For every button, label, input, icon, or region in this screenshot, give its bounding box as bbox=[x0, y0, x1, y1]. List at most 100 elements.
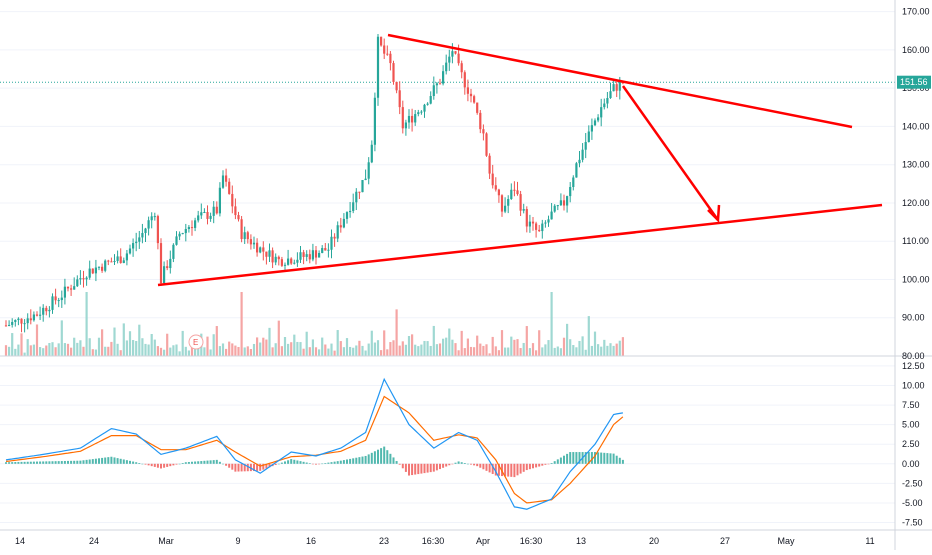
candle-body bbox=[57, 300, 60, 302]
volume-bar bbox=[584, 349, 587, 356]
macd-histogram-bar bbox=[194, 461, 197, 464]
macd-histogram-bar bbox=[367, 454, 370, 464]
candle-body bbox=[327, 249, 330, 251]
candle-body bbox=[104, 260, 107, 271]
lower-trendline bbox=[157, 203, 883, 287]
volume-bar bbox=[435, 344, 438, 356]
candle-body bbox=[485, 133, 488, 156]
volume-bar bbox=[500, 330, 504, 356]
macd-histogram-bar bbox=[20, 461, 23, 464]
macd-histogram-bar bbox=[525, 463, 528, 471]
macd-histogram-bar bbox=[85, 459, 88, 464]
volume-bar bbox=[330, 343, 333, 356]
candle-body bbox=[345, 212, 349, 219]
macd-histogram-bar bbox=[346, 459, 348, 464]
macd-histogram-bar bbox=[160, 463, 162, 469]
volume-bar bbox=[522, 342, 525, 356]
volume-bar bbox=[355, 345, 358, 356]
price-tick-label: 80.00 bbox=[902, 351, 925, 361]
time-axis[interactable]: 14 24 Mar 9 16 23 16:30 Apr 16:30 13 20 27 May 11 bbox=[15, 536, 875, 546]
time-tick-label: Apr bbox=[476, 536, 490, 546]
macd-histogram-bar bbox=[383, 446, 386, 464]
volume-bar bbox=[190, 342, 194, 356]
volume-bar bbox=[271, 347, 274, 356]
macd-histogram-bar bbox=[308, 463, 311, 464]
volume-bar bbox=[169, 347, 172, 356]
candle-body bbox=[119, 256, 122, 263]
candle-body bbox=[271, 250, 274, 263]
candle-body bbox=[101, 266, 104, 271]
candle-body bbox=[153, 216, 156, 218]
candle-body bbox=[497, 189, 500, 196]
earnings-marker[interactable]: E bbox=[188, 334, 204, 350]
candle-body bbox=[91, 268, 94, 274]
volume-bar bbox=[203, 347, 206, 356]
candle-body bbox=[206, 212, 209, 219]
macd-histogram-bar bbox=[73, 460, 76, 464]
time-tick-label: 16:30 bbox=[520, 536, 543, 546]
candle-body bbox=[88, 268, 91, 278]
candle-body bbox=[476, 102, 479, 113]
volume-bar bbox=[451, 339, 454, 356]
candle-body bbox=[597, 117, 600, 121]
macd-histogram-bar bbox=[389, 453, 392, 464]
candle-body bbox=[603, 103, 606, 108]
candle-body bbox=[51, 296, 54, 310]
candle-body bbox=[333, 236, 336, 239]
volume-bar bbox=[426, 341, 429, 356]
macd-histogram-bar bbox=[187, 461, 190, 464]
candle-body bbox=[11, 322, 14, 325]
macd-histogram-bar bbox=[88, 459, 91, 464]
macd-histogram-bar bbox=[556, 459, 559, 464]
volume-bar bbox=[442, 338, 445, 356]
candle-body bbox=[128, 248, 132, 254]
macd-histogram-bar bbox=[240, 463, 243, 472]
candle-body bbox=[566, 196, 569, 206]
volume-bar bbox=[231, 343, 234, 356]
macd-histogram-bar bbox=[528, 463, 531, 470]
macd-tick-label: 5.00 bbox=[902, 420, 920, 430]
macd-histogram-bar bbox=[569, 452, 572, 464]
candle-body bbox=[215, 206, 218, 214]
volume-bar bbox=[194, 347, 197, 356]
candle-body bbox=[107, 260, 110, 262]
candle-body bbox=[389, 53, 392, 64]
macd-axis[interactable]: 12.50 10.00 7.50 5.00 2.50 0.00 -2.50 -5.00 -7.5… bbox=[902, 361, 925, 528]
candle-body bbox=[318, 252, 321, 258]
volume-bar bbox=[156, 346, 159, 356]
volume-bar bbox=[51, 342, 54, 356]
volume-bar bbox=[82, 346, 85, 356]
macd-histogram-bar bbox=[215, 459, 218, 464]
volume-bar bbox=[122, 323, 125, 356]
candle-body bbox=[159, 243, 163, 284]
candle-body bbox=[73, 286, 76, 290]
macd-histogram-bar bbox=[125, 460, 128, 464]
volume-layer bbox=[4, 292, 624, 356]
candle-body bbox=[451, 51, 454, 57]
macd-histogram-bar bbox=[590, 452, 593, 464]
volume-bar bbox=[237, 346, 240, 356]
volume-bar bbox=[488, 353, 491, 356]
macd-histogram-bar bbox=[138, 463, 141, 464]
candle-body bbox=[355, 191, 358, 203]
macd-histogram-bar bbox=[321, 463, 324, 465]
candle-body bbox=[268, 250, 271, 257]
macd-histogram-bar bbox=[578, 452, 581, 464]
candle-body bbox=[361, 180, 364, 193]
macd-histogram-bar bbox=[386, 450, 389, 464]
trendline-drawings[interactable] bbox=[157, 33, 883, 287]
price-axis[interactable]: 170.00160.00150.00140.00130.00120.00110.… bbox=[902, 7, 930, 361]
candle-body bbox=[82, 278, 85, 280]
candle-layer[interactable] bbox=[4, 33, 624, 333]
volume-bar bbox=[544, 344, 547, 356]
candle-body bbox=[296, 259, 299, 263]
volume-bar bbox=[370, 330, 373, 356]
candle-body bbox=[175, 236, 178, 245]
macd-histogram-bar bbox=[544, 463, 547, 465]
macd-histogram-bar bbox=[122, 459, 125, 464]
candle-body bbox=[113, 260, 116, 262]
macd-lines-layer bbox=[5, 377, 624, 510]
volume-bar bbox=[358, 340, 361, 356]
macd-histogram-bar bbox=[116, 458, 119, 464]
